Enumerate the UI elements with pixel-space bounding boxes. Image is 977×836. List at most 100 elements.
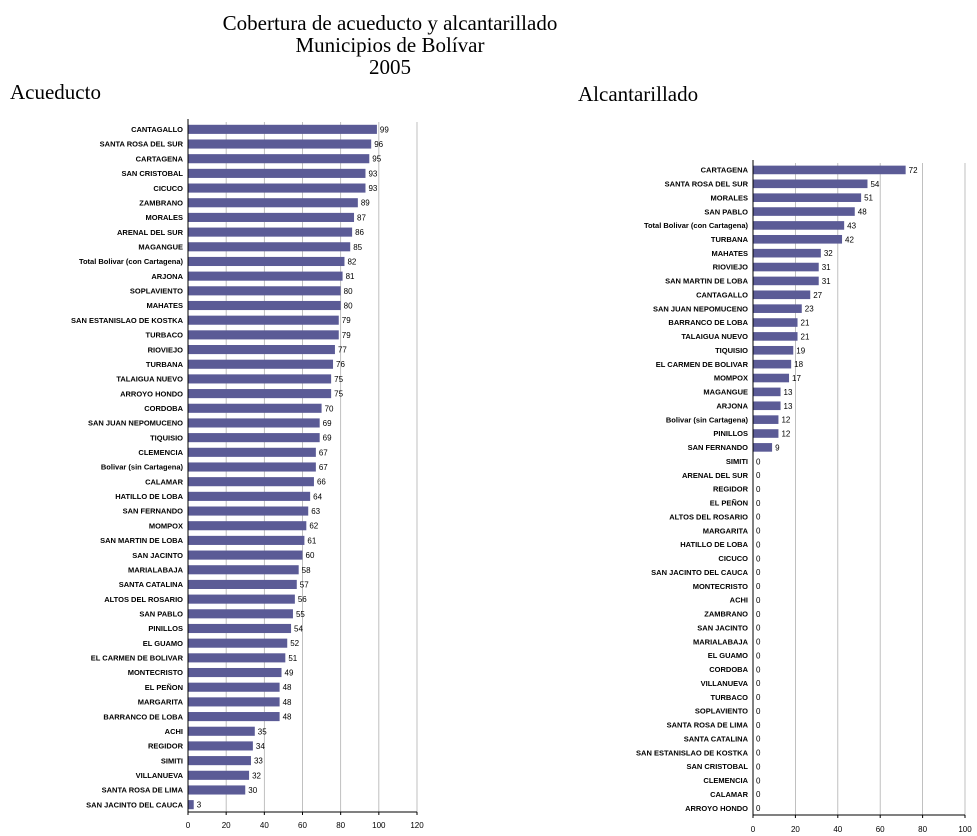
alcantarillado-category-label: ARROYO HONDO	[685, 804, 748, 813]
acueducto-bar	[188, 345, 335, 355]
alcantarillado-category-label: REGIDOR	[713, 485, 749, 494]
alcantarillado-category-label: ARENAL DEL SUR	[682, 471, 749, 480]
alcantarillado-value-label: 0	[756, 804, 761, 813]
alcantarillado-value-label: 0	[756, 527, 761, 536]
alcantarillado-bar	[753, 276, 819, 286]
acueducto-category-label: SAN PABLO	[139, 610, 183, 619]
alcantarillado-bar	[753, 179, 868, 189]
chart-title-line-3: 2005	[369, 55, 411, 79]
acueducto-bar	[188, 124, 377, 134]
acueducto-bar	[188, 271, 343, 281]
alcantarillado-category-label: SANTA CATALINA	[684, 734, 749, 743]
acueducto-category-label: MARGARITA	[138, 698, 184, 707]
alcantarillado-bar	[753, 359, 792, 369]
alcantarillado-category-label: EL PEÑON	[710, 499, 748, 508]
acueducto-category-label: CLEMENCIA	[138, 448, 183, 457]
acueducto-bar	[188, 550, 303, 560]
acueducto-category-label: TIQUISIO	[150, 433, 183, 442]
alcantarillado-value-label: 0	[756, 540, 761, 549]
acueducto-category-label: ARROYO HONDO	[120, 389, 183, 398]
acueducto-bar	[188, 447, 316, 457]
acueducto-bar	[188, 712, 280, 722]
acueducto-value-label: 96	[374, 140, 383, 149]
alcantarillado-value-label: 18	[794, 360, 803, 369]
acueducto-bar	[188, 623, 292, 634]
acueducto-x-tick-label: 80	[336, 821, 345, 830]
acueducto-value-label: 32	[252, 771, 261, 780]
acueducto-value-label: 93	[368, 184, 377, 193]
acueducto-category-label: REGIDOR	[148, 742, 184, 751]
alcantarillado-category-label: SAN JACINTO	[697, 623, 748, 632]
alcantarillado-bar	[753, 304, 802, 313]
acueducto-category-label: TURBANA	[146, 360, 184, 369]
acueducto-value-label: 61	[307, 536, 316, 545]
acueducto-value-label: 30	[248, 786, 257, 795]
acueducto-value-label: 34	[256, 742, 265, 751]
acueducto-x-tick-label: 40	[260, 821, 269, 830]
alcantarillado-bar	[753, 373, 790, 383]
acueducto-bar	[188, 256, 345, 267]
alcantarillado-category-label: SAN CRISTOBAL	[686, 762, 748, 771]
acueducto-category-label: Total Bolivar (con Cartagena)	[79, 257, 184, 266]
acueducto-category-label: SIMITI	[161, 756, 183, 765]
acueducto-bar	[188, 756, 251, 766]
alcantarillado-value-label: 0	[756, 457, 761, 466]
alcantarillado-category-label: EL CARMEN DE BOLIVAR	[656, 360, 749, 369]
alcantarillado-x-tick-label: 0	[751, 825, 756, 834]
alcantarillado-category-label: CANTAGALLO	[696, 290, 748, 299]
acueducto-category-label: SAN JACINTO DEL CAUCA	[86, 800, 183, 809]
alcantarillado-category-label: CARTAGENA	[701, 166, 749, 175]
acueducto-category-label: EL CARMEN DE BOLIVAR	[91, 654, 184, 663]
acueducto-category-label: PINILLOS	[148, 624, 183, 633]
alcantarillado-bar	[753, 401, 781, 411]
acueducto-x-tick-label: 60	[298, 821, 307, 830]
acueducto-bar	[188, 667, 282, 678]
alcantarillado-value-label: 0	[756, 693, 761, 702]
acueducto-value-label: 75	[334, 375, 343, 384]
alcantarillado-value-label: 54	[870, 180, 879, 189]
alcantarillado-value-label: 0	[756, 610, 761, 619]
acueducto-value-label: 48	[283, 698, 292, 707]
acueducto-value-label: 60	[306, 551, 315, 560]
acueducto-bar	[188, 726, 255, 736]
acueducto-value-label: 79	[342, 316, 351, 325]
acueducto-value-label: 58	[302, 566, 311, 575]
alcantarillado-category-label: TIQUISIO	[715, 346, 748, 355]
alcantarillado-bar	[753, 207, 855, 216]
alcantarillado-category-label: SAN PABLO	[704, 207, 748, 216]
acueducto-bar	[188, 579, 297, 589]
alcantarillado-category-label: MOMPOX	[714, 374, 748, 383]
alcantarillado-value-label: 0	[756, 735, 761, 744]
alcantarillado-bar	[753, 262, 819, 272]
acueducto-value-label: 33	[254, 757, 263, 766]
acueducto-category-label: ACHI	[165, 727, 183, 736]
acueducto-bar	[188, 139, 372, 149]
alcantarillado-category-label: MORALES	[711, 193, 749, 202]
acueducto-bar	[188, 183, 366, 193]
acueducto-value-label: 48	[283, 713, 292, 722]
alcantarillado-category-label: SAN FERNANDO	[688, 443, 749, 452]
acueducto-category-label: SAN FERNANDO	[123, 507, 184, 516]
alcantarillado-category-label: SOPLAVIENTO	[695, 707, 748, 716]
acueducto-value-label: 56	[298, 595, 307, 604]
alcantarillado-category-label: BARRANCO DE LOBA	[668, 318, 748, 327]
alcantarillado-x-tick-label: 80	[918, 825, 927, 834]
alcantarillado-category-label: CLEMENCIA	[703, 776, 748, 785]
alcantarillado-bar	[753, 193, 862, 202]
alcantarillado-category-label: MAGANGUE	[703, 388, 748, 397]
acueducto-value-label: 85	[353, 243, 362, 252]
acueducto-bar	[188, 800, 194, 810]
acueducto-bar	[188, 286, 341, 296]
acueducto-category-label: TALAIGUA NUEVO	[116, 375, 183, 384]
panel-title-alcantarillado: Alcantarillado	[578, 82, 699, 106]
alcantarillado-value-label: 0	[756, 707, 761, 716]
alcantarillado-category-label: HATILLO DE LOBA	[680, 540, 748, 549]
acueducto-category-label: HATILLO DE LOBA	[115, 492, 183, 501]
acueducto-value-label: 80	[344, 287, 353, 296]
alcantarillado-category-label: PINILLOS	[713, 429, 748, 438]
alcantarillado-value-label: 42	[845, 235, 854, 244]
alcantarillado-bar	[753, 290, 811, 300]
acueducto-value-label: 49	[285, 669, 294, 678]
acueducto-bar	[188, 521, 307, 531]
